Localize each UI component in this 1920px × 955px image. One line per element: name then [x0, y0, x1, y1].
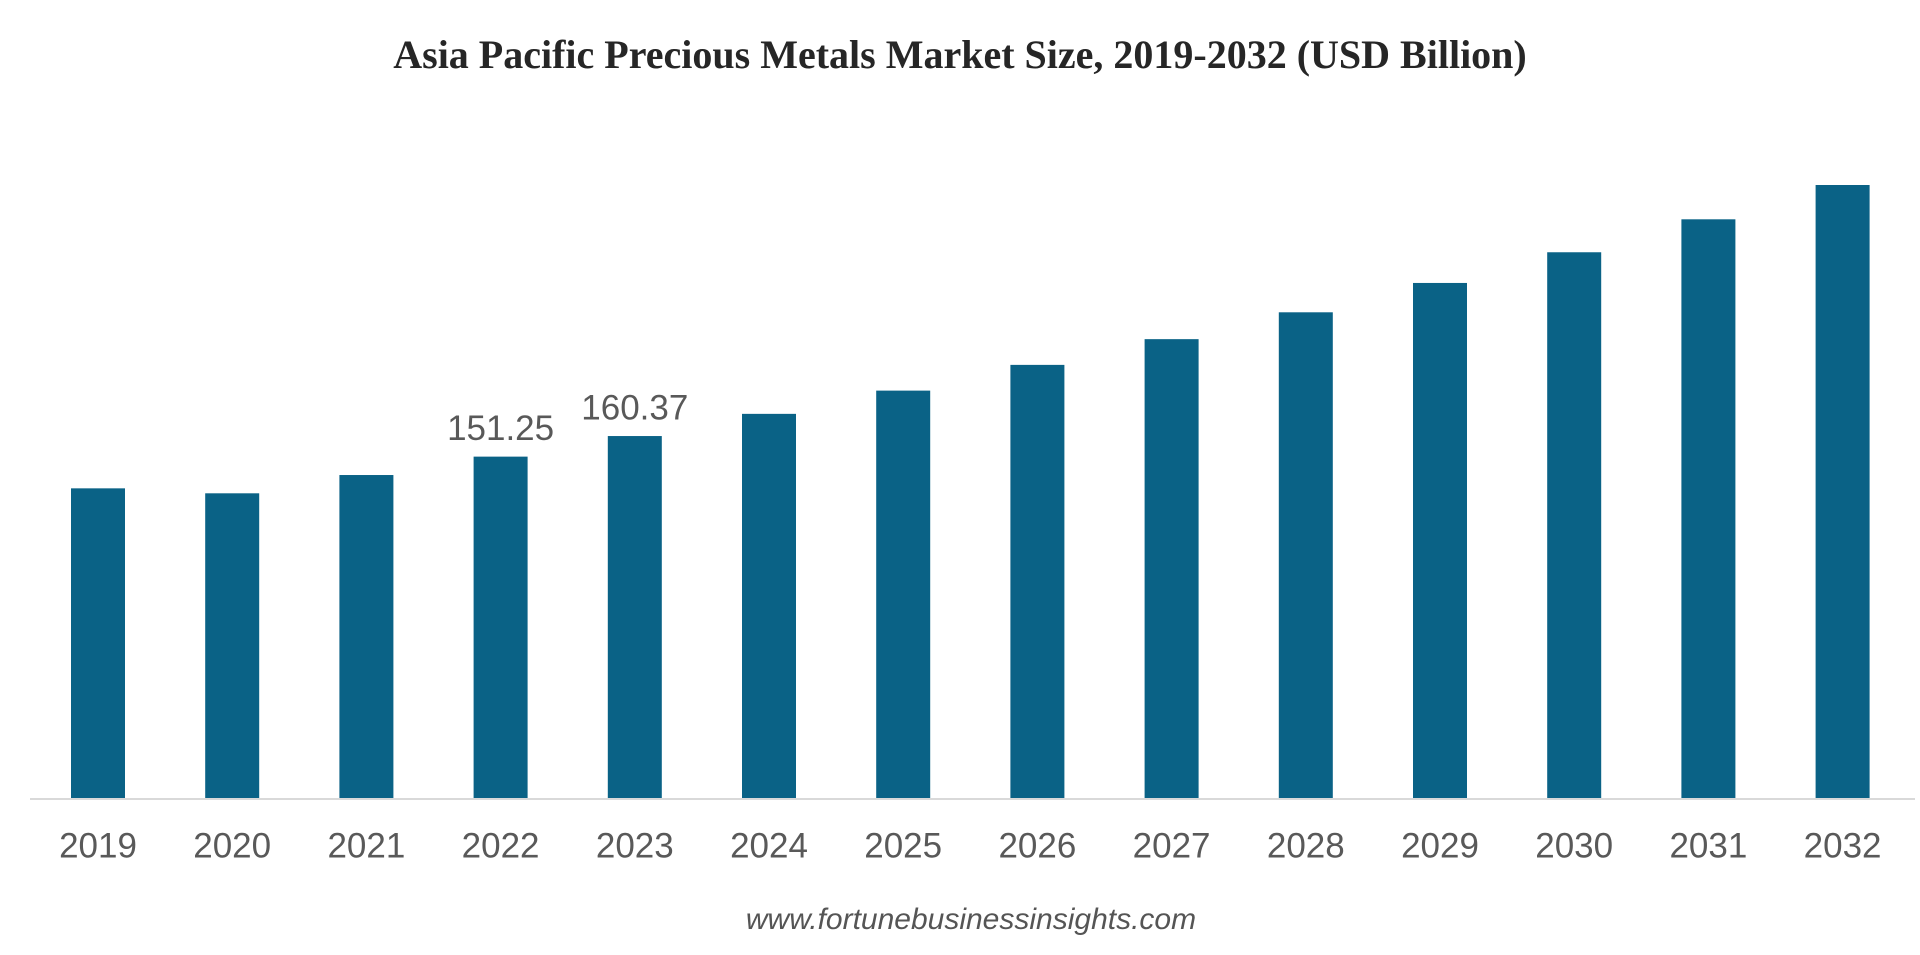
x-tick-label: 2031: [1669, 826, 1747, 865]
chart-title: Asia Pacific Precious Metals Market Size…: [393, 32, 1527, 77]
bar: [1010, 364, 1065, 798]
bar: [1681, 219, 1736, 798]
x-tick-label: 2025: [864, 826, 942, 865]
data-label: 151.25: [447, 409, 554, 448]
source: www.fortunebusinessinsights.com: [746, 903, 1196, 936]
x-tick-label: 2032: [1804, 826, 1882, 865]
bar: [1278, 312, 1333, 798]
x-tick-label: 2024: [730, 826, 808, 865]
bar: [876, 390, 931, 798]
x-tick-label: 2022: [462, 826, 540, 865]
x-tick-label: 2029: [1401, 826, 1479, 865]
bar: [1144, 339, 1199, 798]
x-tick-label: 2023: [596, 826, 674, 865]
bar: [607, 436, 662, 798]
x-tick-label: 2020: [193, 826, 271, 865]
x-tick-label: 2021: [327, 826, 405, 865]
x-tick-label: 2027: [1133, 826, 1211, 865]
x-tick-label: 2019: [59, 826, 137, 865]
x-tick-label: 2030: [1535, 826, 1613, 865]
bar: [1547, 252, 1602, 798]
bar: [742, 413, 796, 798]
x-tick-label: 2026: [998, 826, 1076, 865]
bar: [1413, 282, 1467, 798]
x-tick-label: 2028: [1267, 826, 1345, 865]
bar: [205, 493, 260, 798]
bar: [339, 475, 394, 798]
bar: [473, 456, 528, 798]
bar: [1815, 185, 1870, 798]
data-label: 160.37: [581, 388, 688, 427]
bar: [71, 488, 125, 798]
